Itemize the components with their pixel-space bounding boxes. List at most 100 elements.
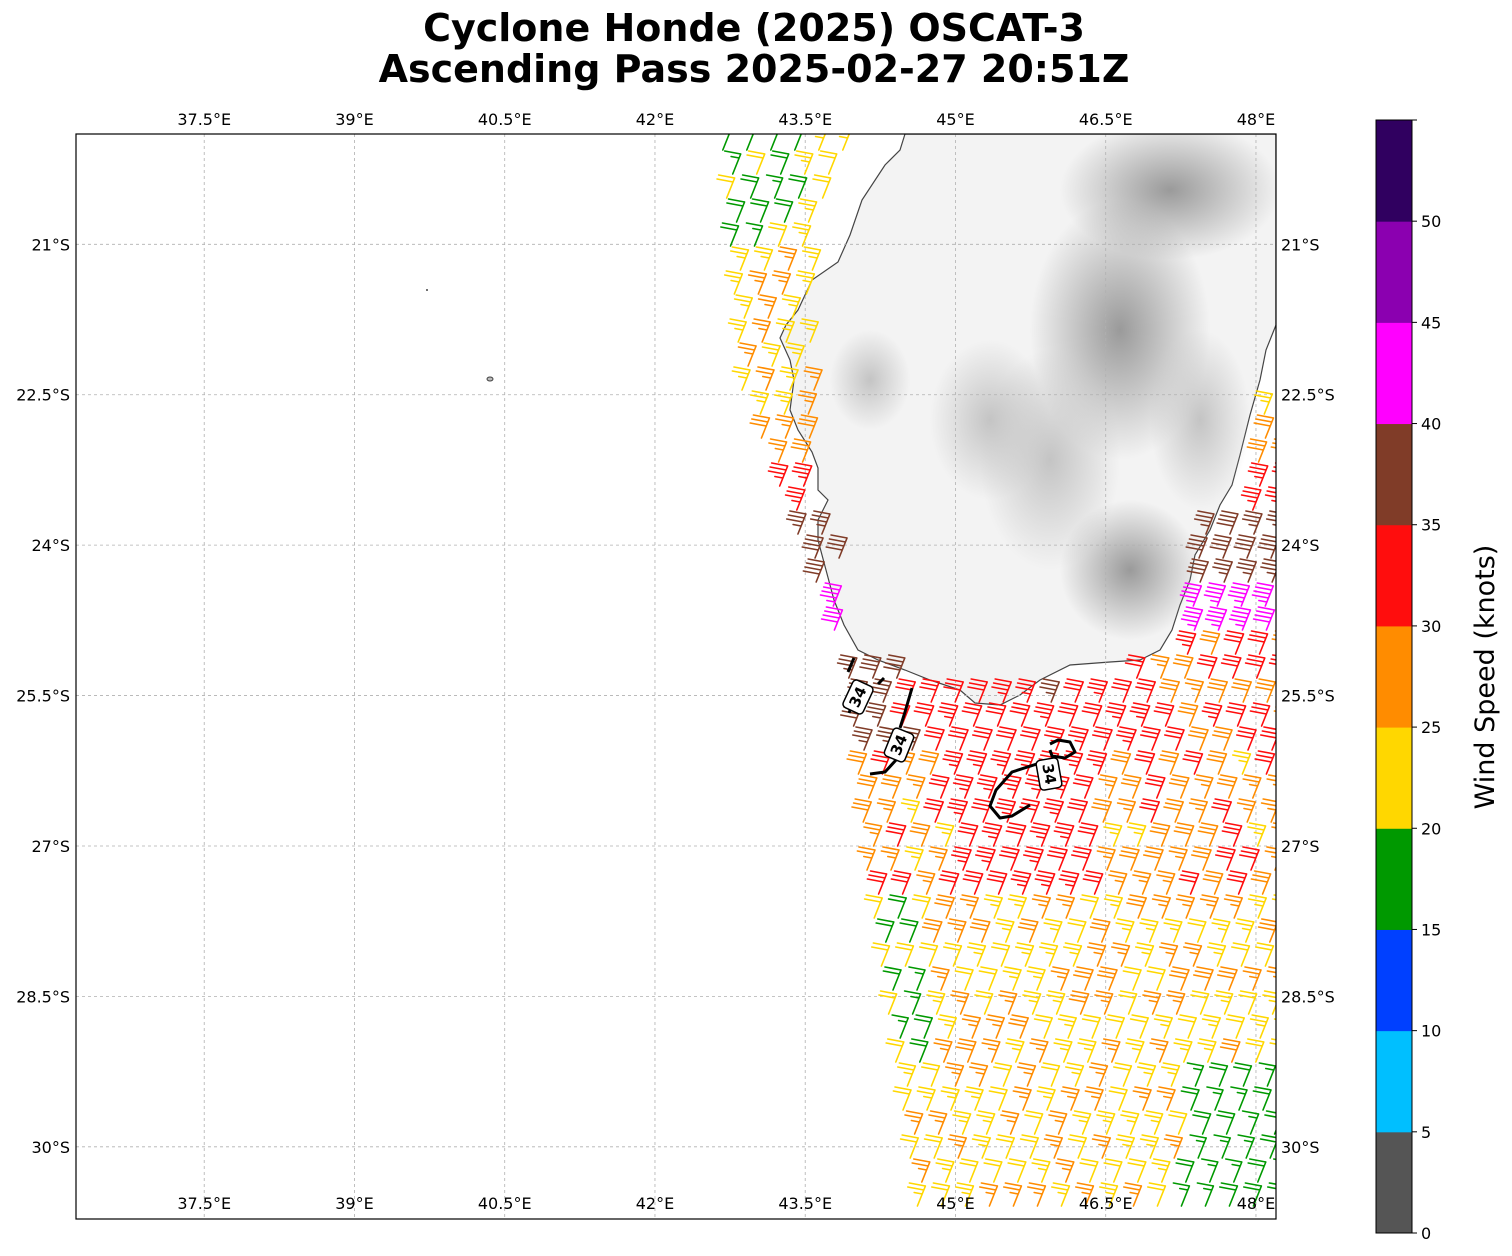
wind-barb bbox=[1033, 702, 1055, 727]
wind-barb bbox=[1247, 1158, 1267, 1183]
wind-barb bbox=[1140, 726, 1161, 751]
wind-barb bbox=[1177, 1014, 1197, 1039]
lat-tick-label-right: 25.5°S bbox=[1281, 687, 1335, 706]
wind-barb bbox=[799, 318, 819, 343]
wind-barb bbox=[1225, 1014, 1245, 1039]
wind-barb bbox=[1039, 942, 1059, 967]
wind-barb bbox=[863, 822, 883, 847]
wind-barb bbox=[1199, 630, 1221, 655]
gridlines bbox=[76, 134, 1276, 1219]
wind-barb bbox=[856, 774, 878, 799]
wind-barb bbox=[1017, 1062, 1037, 1087]
wind-barb bbox=[1007, 894, 1027, 919]
wind-barb bbox=[1250, 870, 1272, 895]
wind-barb bbox=[765, 174, 784, 199]
wind-barb bbox=[1057, 702, 1079, 727]
wind-barb bbox=[909, 1038, 929, 1063]
colorbar-bin-20-25 bbox=[1376, 727, 1412, 829]
wind-barb bbox=[1015, 678, 1036, 703]
colorbar-bin-30-35 bbox=[1376, 524, 1412, 627]
wind-barb bbox=[1150, 654, 1170, 679]
wind-barb bbox=[1149, 1038, 1169, 1063]
wind-barb bbox=[1120, 774, 1142, 799]
wind-barb bbox=[779, 366, 799, 391]
wind-barb bbox=[1280, 415, 1298, 438]
wind-barb bbox=[794, 150, 814, 175]
wind-barb bbox=[1236, 726, 1257, 751]
wind-barb bbox=[1186, 1062, 1205, 1087]
wind-barb bbox=[916, 870, 936, 895]
wind-barb bbox=[1240, 486, 1262, 511]
wind-barb bbox=[1123, 1182, 1143, 1207]
wind-barb bbox=[1153, 1014, 1173, 1039]
lon-tick-label-top: 43.5°E bbox=[778, 110, 832, 129]
lat-tick-label-left: 30°S bbox=[31, 1138, 70, 1157]
wind-barb bbox=[740, 174, 760, 199]
wind-barb bbox=[967, 678, 988, 703]
wind-barb bbox=[928, 1110, 948, 1135]
wind-barb bbox=[876, 798, 896, 823]
lon-tick-label-bottom: 37.5°E bbox=[177, 1194, 231, 1213]
wind-barb bbox=[1209, 534, 1232, 559]
wind-barb bbox=[961, 702, 983, 727]
wind-barb bbox=[995, 798, 1016, 823]
wind-barb bbox=[908, 966, 926, 991]
wind-barb bbox=[750, 198, 770, 223]
wind-barb bbox=[1199, 894, 1219, 919]
wind-barb bbox=[1238, 990, 1258, 1015]
wind-barb bbox=[1273, 706, 1276, 713]
wind-barb bbox=[985, 702, 1007, 727]
wind-barb bbox=[934, 894, 955, 919]
wind-barb bbox=[1116, 726, 1137, 751]
wind-barb bbox=[1014, 750, 1036, 775]
wind-barb bbox=[1264, 486, 1276, 510]
wind-barb bbox=[1048, 1110, 1068, 1135]
wind-barb bbox=[819, 582, 843, 607]
wind-barb bbox=[1120, 1110, 1140, 1135]
contour-34kt-east bbox=[988, 738, 1077, 820]
wind-barb bbox=[937, 1014, 957, 1039]
wind-barb bbox=[1068, 990, 1090, 1015]
colorbar-title: Wind Speed (knots) bbox=[1470, 545, 1501, 810]
wind-barb bbox=[1247, 630, 1269, 655]
wind-barb bbox=[1017, 918, 1039, 943]
wind-barb bbox=[1190, 990, 1210, 1015]
wind-barb bbox=[781, 294, 802, 319]
wind-barb bbox=[937, 702, 959, 727]
wind-barb bbox=[880, 846, 900, 871]
wind-barb bbox=[1277, 1087, 1295, 1110]
contour-label-2: 34 bbox=[883, 727, 915, 763]
wind-barb bbox=[1156, 1086, 1176, 1111]
wind-barb bbox=[1164, 726, 1185, 751]
wind-barb bbox=[1087, 678, 1108, 703]
contour-label-1: 34 bbox=[842, 679, 874, 715]
wind-barb bbox=[1249, 1014, 1269, 1039]
wind-barb bbox=[1163, 1134, 1183, 1159]
wind-barb bbox=[1092, 726, 1113, 751]
wind-barb bbox=[795, 270, 816, 295]
wind-barb bbox=[887, 894, 907, 919]
wind-barb bbox=[918, 750, 940, 775]
wind-barb bbox=[1031, 1158, 1051, 1183]
wind-barb bbox=[1101, 1038, 1121, 1063]
wind-barb bbox=[797, 390, 818, 415]
wind-barb bbox=[749, 390, 770, 415]
wind-barb bbox=[1050, 966, 1070, 991]
wind-barb bbox=[1135, 678, 1156, 703]
wind-barb bbox=[1144, 1110, 1164, 1135]
wind-barb bbox=[900, 726, 921, 751]
wind-barb bbox=[1260, 798, 1276, 823]
wind-barb bbox=[1183, 942, 1203, 967]
wind-barb bbox=[1244, 654, 1266, 679]
wind-barb bbox=[1193, 510, 1215, 535]
wind-barb bbox=[1105, 702, 1127, 727]
wind-barb bbox=[1029, 822, 1051, 847]
wind-barb bbox=[761, 342, 781, 367]
wind-barb bbox=[911, 1158, 931, 1183]
wind-barb bbox=[1019, 798, 1040, 823]
wind-barb bbox=[885, 1038, 905, 1063]
wind-barb bbox=[1251, 582, 1275, 607]
wind-barb bbox=[919, 678, 940, 703]
wind-barb bbox=[1096, 846, 1116, 871]
wind-barb bbox=[1005, 822, 1027, 847]
